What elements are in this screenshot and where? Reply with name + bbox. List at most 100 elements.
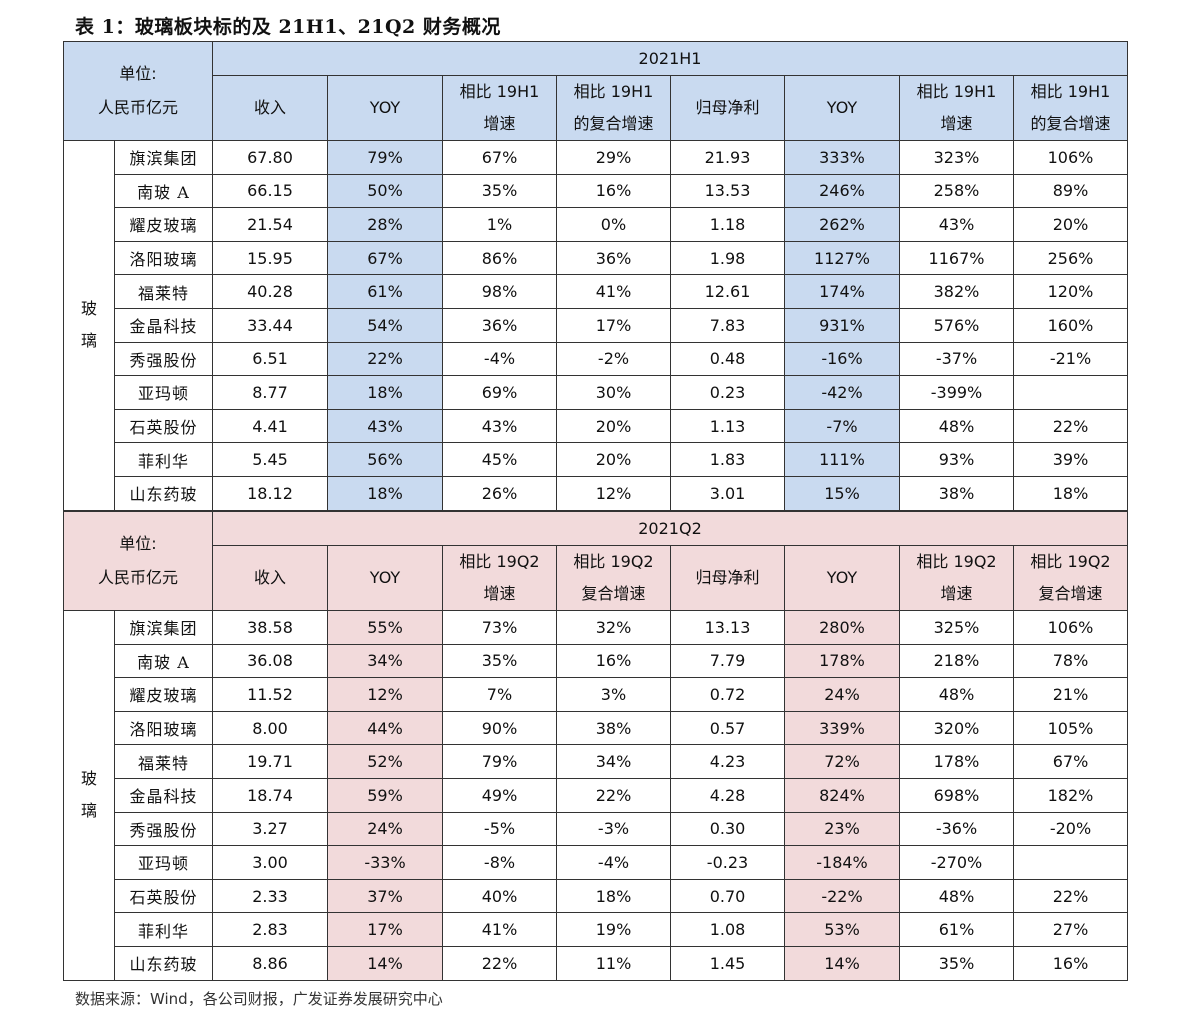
column-header-line: 归母净利 [695,98,760,117]
value-cell: 1.45 [670,945,785,981]
value-cell: 66.15 [212,173,328,209]
company-name-cell: 山东药玻 [114,945,213,981]
value-cell: -37% [899,341,1014,377]
value-cell: 2.33 [212,878,328,914]
table-row: 石英股份 2.33 37% 40% 18% 0.70 -22% 48% 22% [64,878,1128,914]
yoy-cell: -33% [327,845,443,880]
yoy-cell: 14% [327,945,443,981]
company-name-cell: 福莱特 [114,744,213,779]
value-cell: -3% [556,811,671,847]
table-row: 洛阳玻璃 8.00 44% 90% 38% 0.57 339% 320% 105% [64,710,1128,746]
column-header: 收入 [212,545,328,611]
column-header-line: 复合增速 [1038,584,1103,603]
yoy-cell: 174% [784,274,900,309]
value-cell: 4.41 [212,408,328,444]
company-name-cell: 洛阳玻璃 [114,710,213,746]
column-header-line: 增速 [483,584,516,603]
company-name-cell: 金晶科技 [114,307,213,343]
value-cell: -8% [442,845,557,880]
value-cell: 1167% [899,240,1014,276]
yoy-cell: 18% [327,475,443,511]
yoy-cell: 44% [327,710,443,746]
value-cell: 382% [899,274,1014,309]
value-cell: 22% [556,777,671,813]
value-cell: 40% [442,878,557,914]
yoy-cell: 246% [784,173,900,209]
yoy-cell: 72% [784,744,900,779]
value-cell: 323% [899,140,1014,175]
value-cell: 20% [1013,207,1128,242]
table-2021q2: 单位: 人民币亿元 2021Q2 收入 YOY 相比 19Q2 增速 相比 19Q2 复合增速 归… [63,511,1128,981]
table-row: 秀强股份 6.51 22% -4% -2% 0.48 -16% -37% -21% [64,341,1128,377]
table-row: 南玻 A 66.15 50% 35% 16% 13.53 246% 258% 89% [64,173,1128,209]
value-cell: 1.18 [670,207,785,242]
yoy-cell: 67% [327,240,443,276]
company-name-cell: 菲利华 [114,442,213,477]
value-cell: 21% [1013,677,1128,712]
column-header-line: YOY [826,98,858,117]
company-name-cell: 山东药玻 [114,475,213,511]
value-cell: 19.71 [212,744,328,779]
company-name-cell: 福莱特 [114,274,213,309]
column-header-line: 相比 19Q2 [573,552,654,571]
value-cell: 78% [1013,643,1128,679]
column-header-line: 相比 19Q2 [916,552,997,571]
table-row: 玻璃旗滨集团 67.80 79% 67% 29% 21.93 333% 323% 106% [63,140,1128,511]
category-label: 璃 [80,801,97,821]
company-name-cell: 旗滨集团 [114,140,213,175]
column-header-line: 相比 19Q2 [1030,552,1111,571]
value-cell: 3.01 [670,475,785,511]
unit-header-cell: 单位: 人民币亿元 [63,511,213,611]
value-cell: 16% [556,173,671,209]
value-cell: 49% [442,777,557,813]
value-cell: 18% [556,878,671,914]
yoy-cell: 931% [784,307,900,343]
period-header-row: 单位: 人民币亿元 2021H1 [63,41,1128,141]
table-row: 石英股份 4.41 43% 43% 20% 1.13 -7% 48% 22% [64,408,1128,444]
company-name-cell: 石英股份 [114,408,213,444]
value-cell: 73% [442,610,557,645]
category-label: 玻 [80,299,97,319]
value-cell: 93% [899,442,1014,477]
value-cell: -270% [899,845,1014,880]
value-cell: 0% [556,207,671,242]
column-header-line: 归母净利 [695,568,760,587]
value-cell: -4% [556,845,671,880]
company-name-cell: 南玻 A [114,643,213,679]
value-cell: 7% [442,677,557,712]
value-cell: 106% [1013,610,1128,645]
column-header: 相比 19Q2 复合增速 [1013,545,1128,611]
value-cell: 320% [899,710,1014,746]
yoy-cell: 111% [784,442,900,477]
value-cell: 18.74 [212,777,328,813]
value-cell: 69% [442,375,557,410]
value-cell: 36.08 [212,643,328,679]
column-header: 归母净利 [670,75,785,141]
value-cell: 38% [556,710,671,746]
value-cell: 1.83 [670,442,785,477]
data-source-note: 数据来源：Wind，各公司财报，广发证券发展研究中心 [75,990,443,1008]
value-cell: 18.12 [212,475,328,511]
value-cell: 39% [1013,442,1128,477]
value-cell: 6.51 [212,341,328,377]
unit-header-cell: 单位: 人民币亿元 [63,41,213,141]
value-cell: 19% [556,912,671,947]
yoy-cell: 52% [327,744,443,779]
table-row: 耀皮玻璃 11.52 12% 7% 3% 0.72 24% 48% 21% [64,677,1128,712]
yoy-cell: 53% [784,912,900,947]
company-name-cell: 亚玛顿 [114,845,213,880]
company-name-cell: 秀强股份 [114,811,213,847]
yoy-cell: 339% [784,710,900,746]
value-cell: 98% [442,274,557,309]
value-cell: 20% [556,408,671,444]
value-cell: 48% [899,408,1014,444]
value-cell: 178% [899,744,1014,779]
column-header: 相比 19H1 增速 [899,75,1014,141]
column-header-line: 的复合增速 [1030,114,1111,133]
column-header-line: 复合增速 [581,584,646,603]
yoy-cell: 59% [327,777,443,813]
column-header: 相比 19H1 的复合增速 [556,75,671,141]
period-header-row: 单位: 人民币亿元 2021Q2 [63,511,1128,611]
column-header-line: 相比 19H1 [916,82,997,101]
company-name-cell: 金晶科技 [114,777,213,813]
